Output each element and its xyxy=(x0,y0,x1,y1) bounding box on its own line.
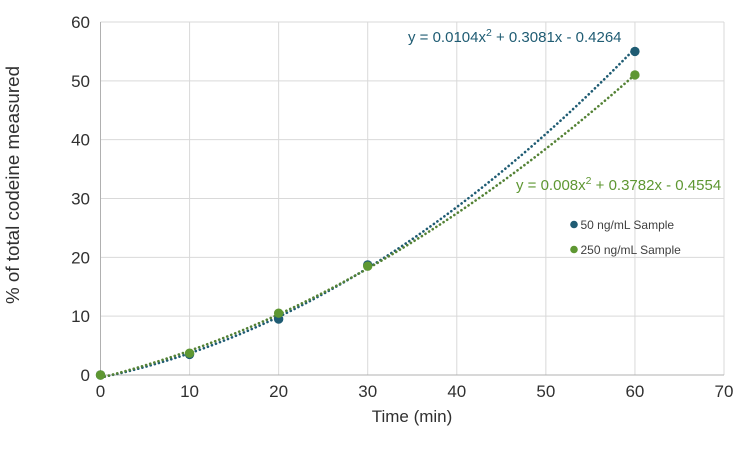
svg-text:Time (min): Time (min) xyxy=(372,407,453,426)
svg-text:% of total codeine measured: % of total codeine measured xyxy=(2,66,23,304)
svg-text:30: 30 xyxy=(71,190,90,209)
svg-text:30: 30 xyxy=(358,382,377,401)
svg-text:0: 0 xyxy=(96,382,105,401)
svg-text:10: 10 xyxy=(180,382,199,401)
svg-text:20: 20 xyxy=(71,248,90,267)
svg-text:40: 40 xyxy=(447,382,466,401)
svg-text:10: 10 xyxy=(71,307,90,326)
svg-text:40: 40 xyxy=(71,131,90,150)
svg-text:y = 0.008x2 + 0.3782x - 0.4554: y = 0.008x2 + 0.3782x - 0.4554 xyxy=(516,175,721,194)
svg-text:70: 70 xyxy=(715,382,734,401)
svg-text:20: 20 xyxy=(269,382,288,401)
svg-text:50: 50 xyxy=(536,382,555,401)
svg-text:50 ng/mL Sample: 50 ng/mL Sample xyxy=(581,218,675,232)
svg-text:50: 50 xyxy=(71,72,90,91)
svg-text:0: 0 xyxy=(81,366,90,385)
svg-text:60: 60 xyxy=(625,382,644,401)
svg-text:y = 0.0104x2 + 0.3081x - 0.426: y = 0.0104x2 + 0.3081x - 0.4264 xyxy=(408,27,622,46)
svg-text:60: 60 xyxy=(71,13,90,32)
svg-text:250 ng/mL Sample: 250 ng/mL Sample xyxy=(581,243,682,257)
